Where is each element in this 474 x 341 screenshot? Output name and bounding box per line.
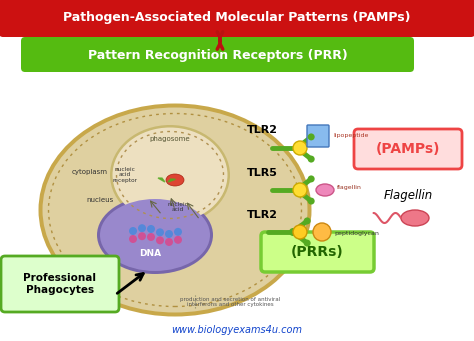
Circle shape — [129, 235, 137, 243]
Ellipse shape — [43, 107, 308, 312]
Text: lipopeptide: lipopeptide — [333, 133, 368, 138]
Ellipse shape — [110, 125, 230, 225]
Text: www.biologyexams4u.com: www.biologyexams4u.com — [172, 325, 302, 335]
Circle shape — [308, 155, 315, 163]
Circle shape — [147, 233, 155, 241]
Text: nucleus: nucleus — [86, 197, 114, 203]
Circle shape — [147, 225, 155, 233]
Circle shape — [293, 144, 301, 152]
Ellipse shape — [100, 199, 210, 271]
Ellipse shape — [97, 196, 213, 274]
Polygon shape — [158, 178, 165, 182]
Text: flagellin: flagellin — [337, 186, 362, 191]
Circle shape — [289, 228, 297, 236]
Ellipse shape — [401, 210, 429, 226]
Ellipse shape — [166, 174, 184, 186]
Circle shape — [174, 228, 182, 236]
Circle shape — [308, 175, 315, 182]
Text: Flagellin: Flagellin — [383, 190, 433, 203]
Text: cytoplasm: cytoplasm — [72, 169, 108, 175]
Text: TLR2: TLR2 — [247, 210, 278, 220]
Circle shape — [313, 223, 331, 241]
Text: phagosome: phagosome — [150, 136, 191, 142]
FancyBboxPatch shape — [307, 125, 329, 147]
Text: Professional
Phagocytes: Professional Phagocytes — [24, 273, 97, 295]
FancyBboxPatch shape — [1, 256, 119, 312]
Circle shape — [165, 238, 173, 246]
Text: Pattern Recognition Receptors (PRR): Pattern Recognition Receptors (PRR) — [88, 48, 348, 61]
Ellipse shape — [112, 128, 228, 222]
Circle shape — [293, 141, 307, 155]
Text: (PAMPs): (PAMPs) — [376, 142, 440, 156]
FancyBboxPatch shape — [21, 37, 414, 72]
Text: TLR2: TLR2 — [247, 125, 278, 135]
Circle shape — [156, 236, 164, 244]
Text: nucleic
acid
receptor: nucleic acid receptor — [112, 167, 137, 183]
Circle shape — [304, 240, 310, 247]
FancyBboxPatch shape — [0, 0, 474, 37]
Text: nucleic
acid: nucleic acid — [168, 202, 189, 212]
Ellipse shape — [316, 184, 334, 196]
Ellipse shape — [38, 104, 311, 316]
Circle shape — [138, 232, 146, 240]
Text: (PRRs): (PRRs) — [291, 245, 343, 259]
Text: TLR5: TLR5 — [247, 168, 278, 178]
Polygon shape — [168, 179, 175, 182]
Circle shape — [156, 228, 164, 236]
Circle shape — [138, 224, 146, 232]
Circle shape — [129, 227, 137, 235]
Circle shape — [293, 183, 307, 197]
Text: peptidoglycan: peptidoglycan — [334, 232, 379, 237]
Circle shape — [308, 133, 315, 140]
Circle shape — [293, 225, 307, 239]
Text: DNA: DNA — [139, 250, 161, 258]
Circle shape — [308, 197, 315, 205]
Text: Pathogen-Associated Molecular Patterns (PAMPs): Pathogen-Associated Molecular Patterns (… — [63, 12, 411, 25]
Circle shape — [293, 186, 301, 194]
FancyBboxPatch shape — [354, 129, 462, 169]
FancyBboxPatch shape — [261, 232, 374, 272]
Circle shape — [165, 230, 173, 238]
Circle shape — [304, 218, 310, 224]
Circle shape — [174, 236, 182, 244]
Text: production and secretion of antiviral
interferons and other cytokines: production and secretion of antiviral in… — [180, 297, 280, 307]
